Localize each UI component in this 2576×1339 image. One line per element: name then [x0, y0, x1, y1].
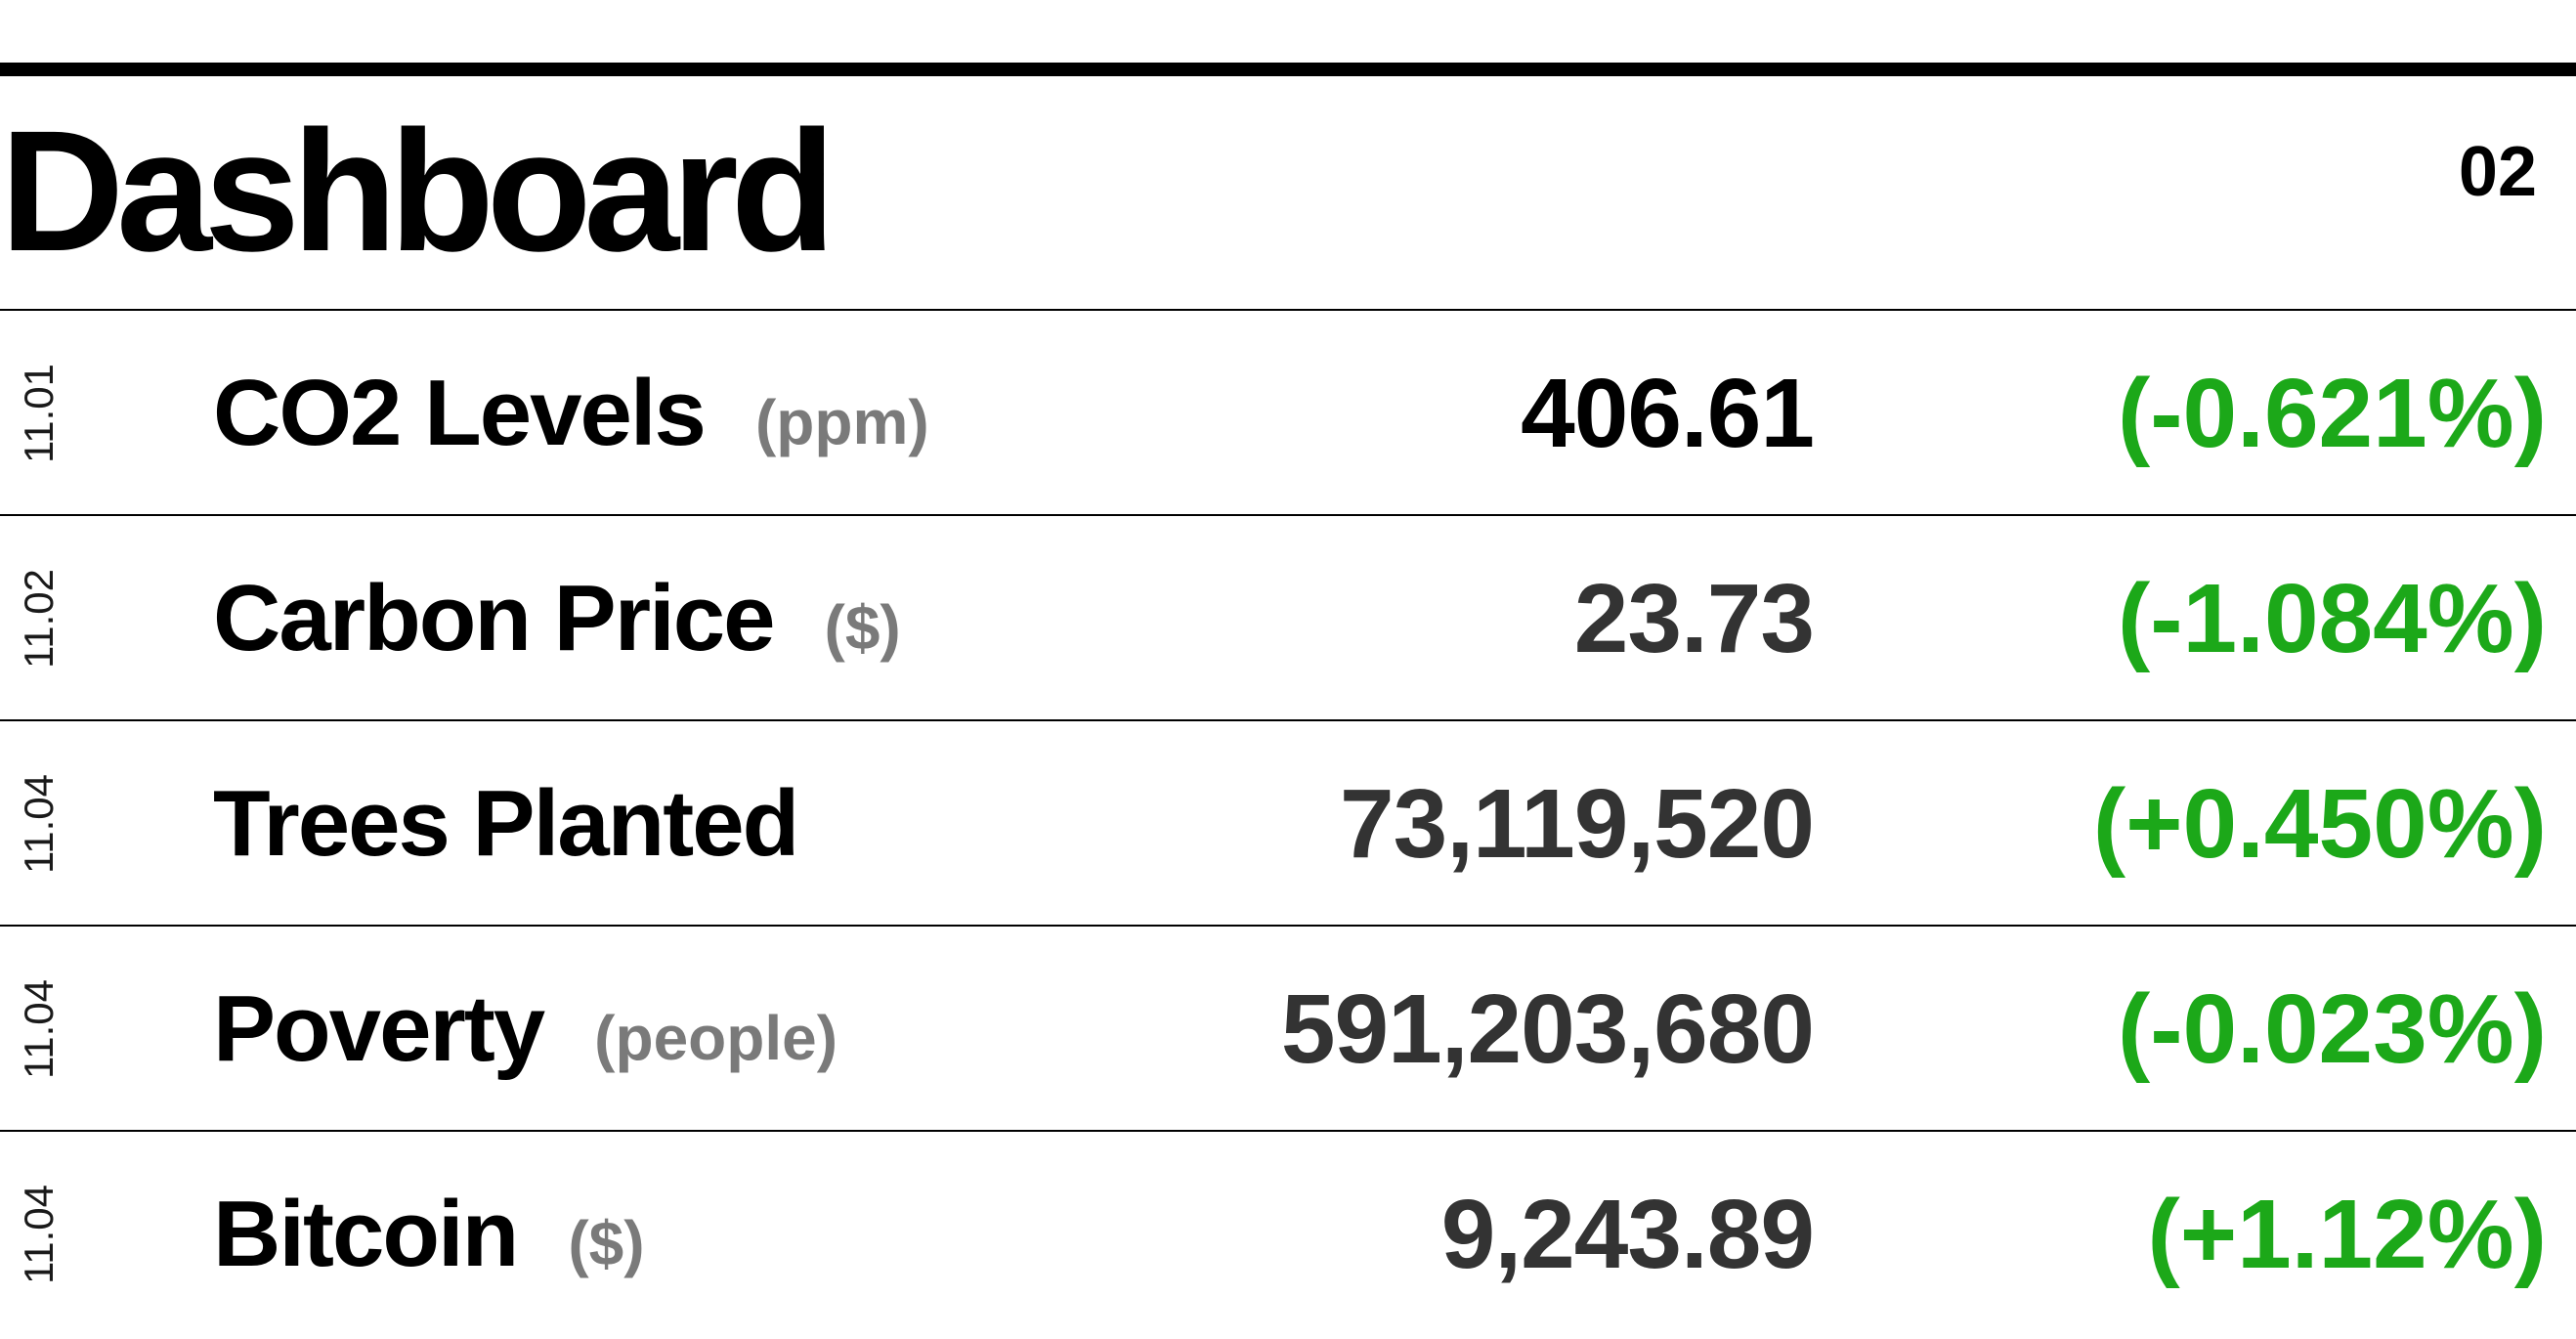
row-code: 11.04 — [16, 774, 62, 874]
row-change: (+0.450%) — [2092, 769, 2547, 879]
row-unit: ($) — [824, 592, 901, 663]
row-label-group: CO2 Levels (ppm) — [213, 311, 929, 516]
row-unit: (people) — [594, 1003, 838, 1073]
row-unit: (ppm) — [754, 387, 929, 457]
row-value: 591,203,680 — [1280, 974, 1815, 1084]
metrics-list: 11.01 CO2 Levels (ppm) 406.61 (-0.621%) … — [0, 309, 2576, 1335]
row-label: Bitcoin — [213, 1182, 519, 1286]
page-number: 02 — [2458, 133, 2537, 211]
row-value: 406.61 — [1521, 359, 1815, 468]
metric-row-co2-levels: 11.01 CO2 Levels (ppm) 406.61 (-0.621%) — [0, 309, 2576, 514]
row-label-group: Poverty (people) — [213, 927, 837, 1132]
row-change: (-0.023%) — [2117, 974, 2547, 1084]
metric-row-poverty: 11.04 Poverty (people) 591,203,680 (-0.0… — [0, 925, 2576, 1130]
row-label-group: Carbon Price ($) — [213, 516, 901, 721]
row-code: 11.02 — [16, 569, 62, 669]
page-title: Dashboard — [0, 96, 836, 287]
row-label: CO2 Levels — [213, 361, 707, 465]
row-change: (+1.12%) — [2147, 1180, 2547, 1289]
row-code: 11.04 — [16, 979, 62, 1079]
row-label: Trees Planted — [213, 771, 799, 876]
row-label-group: Bitcoin ($) — [213, 1132, 645, 1337]
row-label: Carbon Price — [213, 566, 776, 670]
row-unit: ($) — [568, 1208, 645, 1278]
row-code: 11.04 — [16, 1185, 62, 1284]
row-value: 23.73 — [1573, 564, 1815, 673]
row-label: Poverty — [213, 976, 545, 1081]
row-change: (-0.621%) — [2117, 359, 2547, 468]
row-label-group: Trees Planted — [213, 721, 799, 927]
row-value: 73,119,520 — [1340, 769, 1815, 879]
metric-row-trees-planted: 11.04 Trees Planted 73,119,520 (+0.450%) — [0, 719, 2576, 925]
top-rule — [0, 63, 2576, 76]
metric-row-bitcoin: 11.04 Bitcoin ($) 9,243.89 (+1.12%) — [0, 1130, 2576, 1335]
row-code: 11.01 — [16, 364, 62, 463]
row-value: 9,243.89 — [1440, 1180, 1815, 1289]
row-change: (-1.084%) — [2117, 564, 2547, 673]
metric-row-carbon-price: 11.02 Carbon Price ($) 23.73 (-1.084%) — [0, 514, 2576, 719]
